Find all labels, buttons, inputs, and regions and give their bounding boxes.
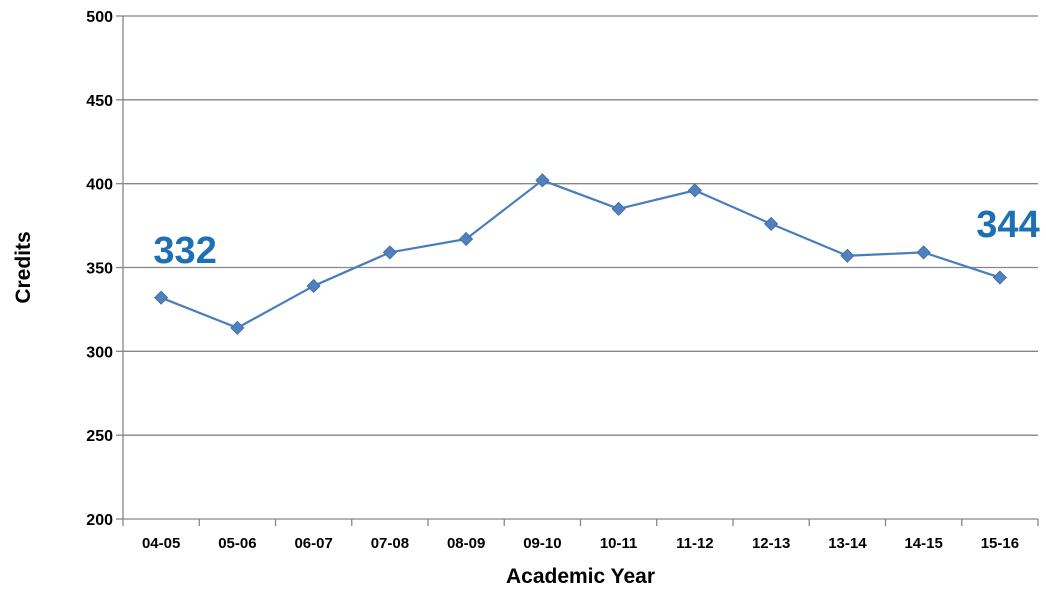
x-tick-label: 11-12 — [676, 535, 714, 552]
x-tick-label: 10-11 — [600, 535, 638, 552]
y-tick-label: 350 — [86, 261, 113, 278]
gridlines — [123, 15, 1038, 436]
data-point-marker — [535, 173, 550, 188]
y-axis-title: Credits — [12, 231, 35, 303]
data-point-marker — [916, 245, 931, 260]
x-tick-label: 07-08 — [371, 535, 409, 552]
y-tick-label: 200 — [86, 512, 113, 529]
x-tick-label: 13-14 — [828, 535, 867, 552]
data-point-marker — [764, 216, 779, 231]
data-point-marker — [459, 231, 474, 247]
data-point-marker — [230, 320, 245, 335]
x-axis-title: Academic Year — [506, 565, 655, 588]
series-line — [160, 179, 1001, 329]
y-tick-labels: 200 250 300 350 400 450 500 — [86, 9, 113, 529]
y-tick-label: 300 — [86, 344, 113, 361]
x-tick-label: 15-16 — [981, 535, 1019, 552]
series-markers — [154, 173, 1007, 335]
data-point-marker — [382, 245, 397, 260]
x-tick-label: 14-15 — [904, 535, 942, 552]
axes — [116, 15, 1039, 526]
series-line-group — [160, 179, 1001, 329]
x-tick-label: 08-09 — [447, 535, 485, 552]
annotation-end-value: 344 — [976, 204, 1039, 246]
y-tick-label: 450 — [86, 93, 113, 110]
data-point-marker — [306, 278, 321, 294]
data-point-marker — [840, 248, 855, 263]
x-tick-labels: 04-05 05-06 06-07 07-08 08-09 09-10 10-11 11-12… — [142, 535, 1019, 552]
x-tick-label: 04-05 — [142, 535, 180, 552]
x-tick-label: 05-06 — [218, 535, 256, 552]
data-point-marker — [611, 201, 626, 216]
y-tick-label: 500 — [86, 9, 113, 26]
x-tick-label: 09-10 — [523, 535, 561, 552]
x-tick-label: 12-13 — [752, 535, 790, 552]
data-point-marker — [154, 290, 169, 305]
annotation-start-value: 332 — [153, 230, 216, 272]
data-point-marker — [687, 183, 702, 198]
y-tick-label: 250 — [86, 428, 113, 445]
x-tick-label: 06-07 — [294, 535, 332, 552]
y-tick-label: 400 — [86, 177, 113, 194]
data-point-marker — [992, 270, 1007, 285]
